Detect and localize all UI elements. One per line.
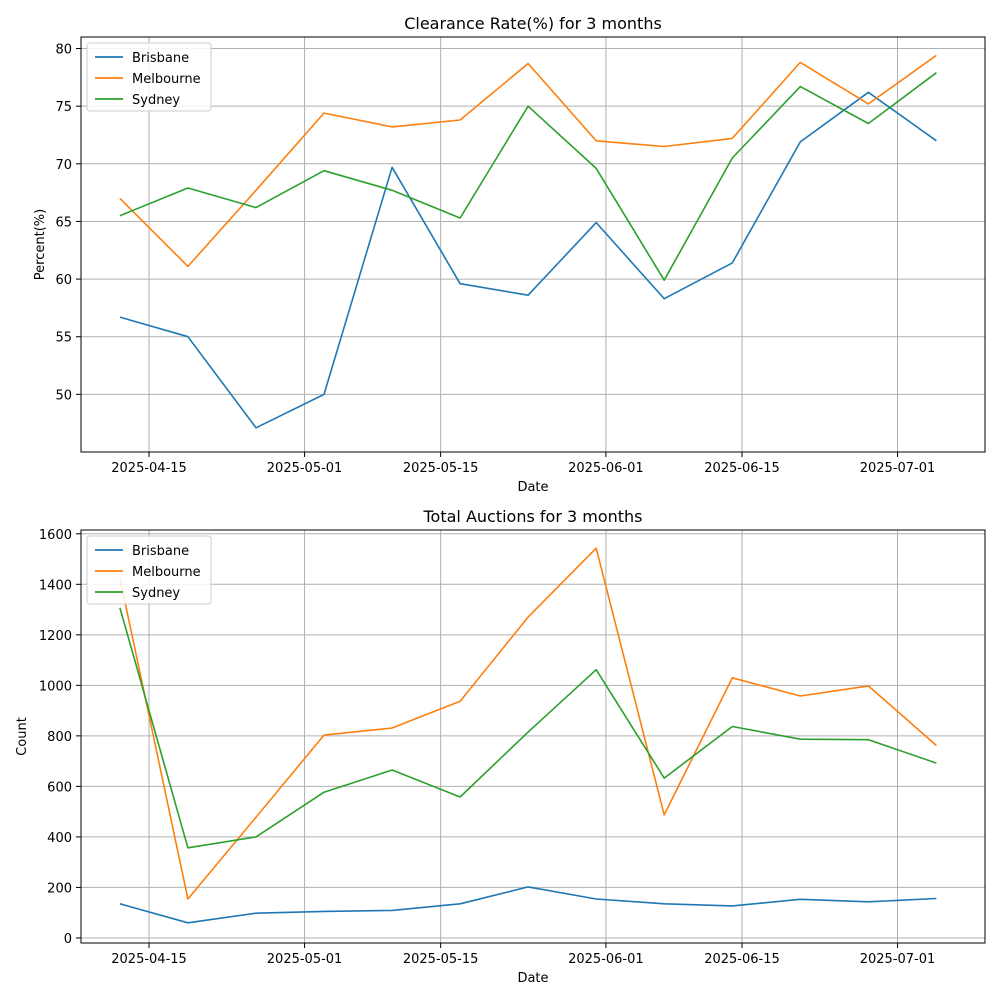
chart0-y-tick-label: 70 [55,158,72,173]
chart1-y-tick-label: 800 [47,730,72,745]
chart1-y-tick-label: 0 [64,932,72,947]
chart0-series-line-melbourne [119,54,937,268]
chart1-x-tick-label: 2025-06-15 [704,952,780,967]
chart1-plot-frame [80,529,986,944]
chart0-series-line-brisbane [119,91,937,429]
chart0-y-tick-label: 60 [55,273,72,288]
chart1-y-tick-label: 400 [47,831,72,846]
chart1-y-tick-label: 1000 [39,679,72,694]
chart1-y-tick-label: 600 [47,780,72,795]
chart0-plot-frame [80,36,986,453]
chart1-legend-label-melbourne: Melbourne [132,565,201,580]
chart0-x-tick-label: 2025-04-15 [111,461,187,476]
chart1-x-tick-label: 2025-04-15 [111,952,187,967]
chart1-x-tick-label: 2025-05-01 [267,952,343,967]
chart0-x-tick-label: 2025-06-15 [704,461,780,476]
chart0-y-tick-label: 55 [55,331,72,346]
chart0-x-tick-label: 2025-05-15 [403,461,479,476]
chart1-y-tick-label: 1400 [39,578,72,593]
chart1-series-line-brisbane [119,886,937,924]
chart1-legend [86,535,212,605]
chart1-legend-label-brisbane: Brisbane [132,544,189,559]
chart0-y-tick-label: 75 [55,100,72,115]
chart0-x-tick-label: 2025-06-01 [568,461,644,476]
chart1-x-tick-label: 2025-05-15 [403,952,479,967]
chart1-y-axis-label: Count [15,717,30,756]
chart0-series-line-sydney [119,72,937,282]
chart0-legend-label-melbourne: Melbourne [132,72,201,87]
chart1-y-tick-label: 1600 [39,528,72,543]
chart0-x-tick-label: 2025-07-01 [860,461,936,476]
chart1-series-line-sydney [119,607,937,849]
chart0-y-tick-label: 50 [55,388,72,403]
chart1-x-tick-label: 2025-07-01 [860,952,936,967]
chart1-y-tick-label: 200 [47,881,72,896]
chart0-legend [86,42,212,112]
chart0-x-axis-label: Date [517,480,548,495]
chart0-y-tick-label: 65 [55,215,72,230]
chart0-legend-label-sydney: Sydney [132,93,180,108]
chart0-x-tick-label: 2025-05-01 [267,461,343,476]
chart0-y-axis-label: Percent(%) [33,209,48,280]
chart0-y-tick-label: 80 [55,43,72,58]
chart1-series-line-melbourne [119,547,937,900]
chart1-x-axis-label: Date [517,971,548,986]
chart0-title: Clearance Rate(%) for 3 months [404,14,662,33]
chart1-legend-label-sydney: Sydney [132,586,180,601]
chart0-legend-label-brisbane: Brisbane [132,51,189,66]
chart1-title: Total Auctions for 3 months [422,507,642,526]
clearance-rate-chart: 2025-04-15 2025-05-01 2025-05-15 2025-06-01… [33,14,986,495]
chart1-x-tick-label: 2025-06-01 [568,952,644,967]
total-auctions-chart: 2025-04-15 2025-05-01 2025-05-15 2025-06-01… [15,507,986,986]
chart1-y-tick-label: 1200 [39,629,72,644]
